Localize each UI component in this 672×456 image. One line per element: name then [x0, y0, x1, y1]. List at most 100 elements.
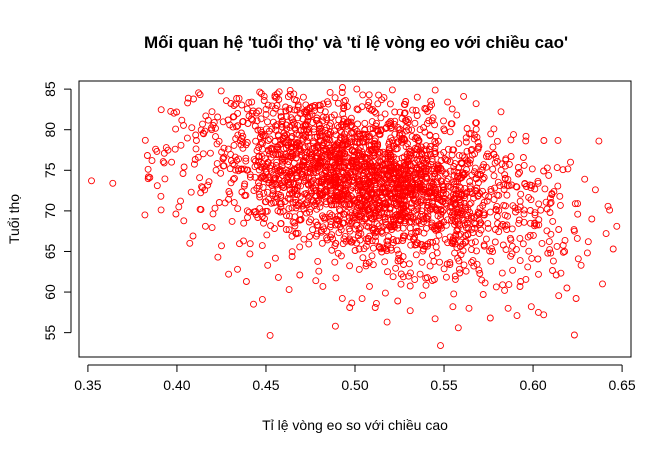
- data-point: [283, 112, 290, 120]
- data-point: [184, 94, 192, 102]
- data-point: [492, 153, 500, 161]
- data-point: [259, 208, 267, 216]
- data-point: [281, 198, 289, 205]
- data-point: [262, 207, 270, 215]
- data-point: [343, 103, 351, 111]
- data-point: [342, 96, 349, 104]
- data-point: [339, 121, 347, 129]
- data-point: [335, 229, 343, 237]
- data-point: [461, 204, 469, 212]
- data-point: [226, 165, 234, 173]
- data-point: [415, 217, 423, 225]
- data-point: [195, 89, 203, 97]
- data-point: [252, 211, 260, 219]
- data-point: [462, 267, 470, 275]
- data-point: [230, 141, 238, 149]
- data-point: [540, 137, 548, 144]
- data-point: [502, 246, 510, 254]
- data-point: [364, 102, 372, 109]
- data-point: [556, 201, 564, 209]
- data-point: [399, 205, 407, 213]
- data-point: [487, 187, 495, 195]
- data-point: [537, 206, 545, 214]
- data-point: [473, 133, 481, 141]
- data-point: [428, 277, 436, 285]
- data-point: [277, 113, 285, 121]
- data-point: [328, 231, 336, 239]
- data-point: [338, 89, 346, 96]
- data-point: [219, 118, 227, 126]
- data-point: [250, 187, 258, 195]
- data-point: [490, 125, 498, 133]
- data-point: [246, 173, 254, 181]
- data-point: [305, 218, 313, 226]
- data-point: [525, 247, 533, 255]
- data-point: [260, 219, 267, 227]
- data-point: [378, 202, 386, 210]
- data-point: [355, 177, 362, 185]
- data-point: [231, 174, 238, 182]
- data-point: [432, 237, 440, 245]
- data-point: [330, 127, 338, 135]
- data-point: [544, 249, 552, 257]
- data-point: [343, 169, 351, 177]
- data-point: [199, 150, 207, 158]
- data-point: [413, 112, 421, 119]
- data-point: [479, 202, 487, 209]
- data-point: [379, 184, 387, 192]
- data-point: [503, 191, 511, 199]
- data-point: [380, 94, 388, 102]
- data-point: [274, 190, 282, 198]
- data-point: [595, 137, 603, 145]
- data-point: [274, 273, 282, 281]
- data-point: [460, 192, 468, 200]
- data-point: [355, 225, 363, 233]
- data-point: [206, 149, 214, 157]
- data-point: [546, 194, 554, 202]
- data-point: [246, 240, 254, 248]
- data-point: [431, 86, 439, 94]
- data-point: [234, 122, 242, 130]
- data-point: [161, 175, 169, 183]
- data-point: [465, 304, 473, 312]
- data-point: [276, 141, 284, 149]
- data-point: [321, 215, 329, 223]
- data-point: [535, 270, 542, 278]
- data-point: [496, 182, 504, 190]
- data-point: [340, 105, 348, 113]
- data-point: [457, 209, 465, 217]
- data-point: [464, 157, 472, 165]
- data-point: [358, 103, 366, 111]
- data-point: [324, 236, 331, 244]
- data-point: [243, 105, 251, 113]
- data-point: [408, 218, 415, 226]
- data-point: [236, 240, 243, 248]
- data-point: [296, 243, 304, 251]
- data-point: [337, 252, 345, 260]
- data-point: [510, 131, 517, 139]
- data-point: [355, 265, 363, 273]
- data-point: [528, 182, 536, 189]
- data-point: [326, 88, 334, 96]
- data-point: [488, 245, 495, 253]
- data-point: [407, 166, 415, 174]
- data-point: [280, 145, 288, 153]
- data-point: [419, 156, 427, 164]
- data-point: [440, 148, 448, 156]
- data-point: [479, 163, 487, 171]
- data-point: [220, 153, 228, 161]
- data-point: [362, 182, 370, 189]
- data-point: [430, 170, 438, 178]
- data-point: [257, 174, 265, 182]
- data-point: [602, 230, 610, 238]
- data-point: [351, 138, 359, 146]
- data-point: [475, 230, 483, 238]
- data-point: [500, 201, 508, 209]
- data-point: [385, 171, 393, 179]
- data-point: [407, 204, 415, 212]
- data-point: [286, 105, 294, 113]
- data-point: [466, 159, 474, 167]
- y-tick-label: 70: [42, 203, 58, 219]
- data-point: [144, 165, 152, 173]
- data-point: [315, 122, 323, 130]
